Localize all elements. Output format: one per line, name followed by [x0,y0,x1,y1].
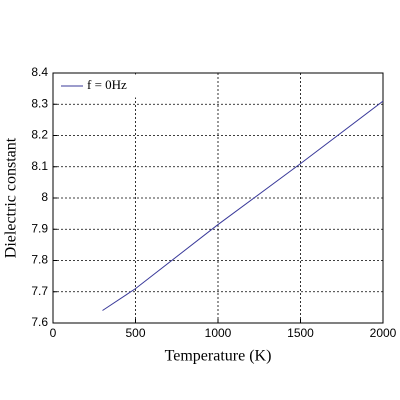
y-tick-label: 7.8 [31,253,48,267]
x-tick-label: 1500 [287,326,314,340]
legend-box [54,74,142,98]
line [102,100,384,311]
x-tick-label: 500 [125,326,145,340]
legend-label: f = 0Hz [87,77,127,92]
y-tick-label: 7.9 [31,221,48,235]
plot-frame [52,72,384,324]
x-tick-label: 2000 [370,326,397,340]
y-tick-label: 8.4 [31,65,48,79]
x-axis-label: Temperature (K) [165,348,272,365]
y-tick-label: 7.6 [31,315,48,329]
x-tick-label: 0 [50,326,57,340]
x-tick-label: 1000 [205,326,232,340]
y-tick-label: 8.3 [31,96,48,110]
y-tick-label: 8.2 [31,128,48,142]
y-tick-label: 8 [41,190,48,204]
y-tick-label: 7.7 [31,284,48,298]
y-axis-label: Dielectric constant [3,137,20,258]
y-tick-label: 8.1 [31,159,48,173]
